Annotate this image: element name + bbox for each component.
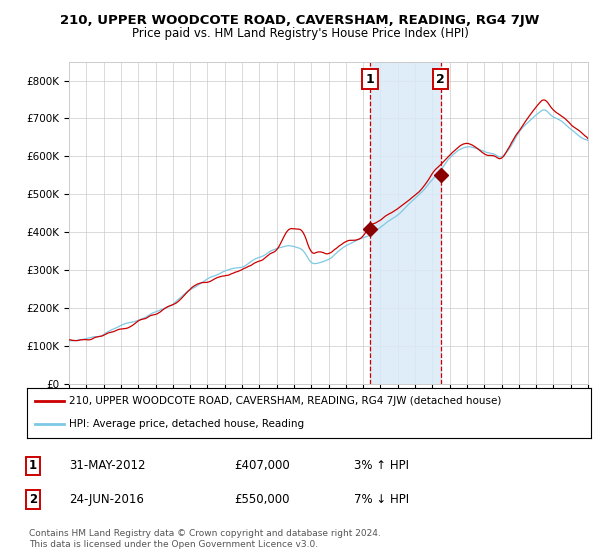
Text: 2: 2 bbox=[436, 73, 445, 86]
Text: 210, UPPER WOODCOTE ROAD, CAVERSHAM, READING, RG4 7JW: 210, UPPER WOODCOTE ROAD, CAVERSHAM, REA… bbox=[61, 14, 539, 27]
Text: £550,000: £550,000 bbox=[234, 493, 290, 506]
Text: Contains HM Land Registry data © Crown copyright and database right 2024.
This d: Contains HM Land Registry data © Crown c… bbox=[29, 529, 380, 549]
Text: 3% ↑ HPI: 3% ↑ HPI bbox=[354, 459, 409, 473]
Bar bbox=[370, 62, 440, 384]
Text: 1: 1 bbox=[366, 73, 375, 86]
Text: 7% ↓ HPI: 7% ↓ HPI bbox=[354, 493, 409, 506]
Text: 210, UPPER WOODCOTE ROAD, CAVERSHAM, READING, RG4 7JW (detached house): 210, UPPER WOODCOTE ROAD, CAVERSHAM, REA… bbox=[70, 396, 502, 406]
Text: 24-JUN-2016: 24-JUN-2016 bbox=[69, 493, 144, 506]
Text: 1: 1 bbox=[29, 459, 37, 473]
Text: 2: 2 bbox=[29, 493, 37, 506]
Text: 31-MAY-2012: 31-MAY-2012 bbox=[69, 459, 146, 473]
Text: Price paid vs. HM Land Registry's House Price Index (HPI): Price paid vs. HM Land Registry's House … bbox=[131, 27, 469, 40]
Text: HPI: Average price, detached house, Reading: HPI: Average price, detached house, Read… bbox=[70, 419, 304, 430]
Text: £407,000: £407,000 bbox=[234, 459, 290, 473]
